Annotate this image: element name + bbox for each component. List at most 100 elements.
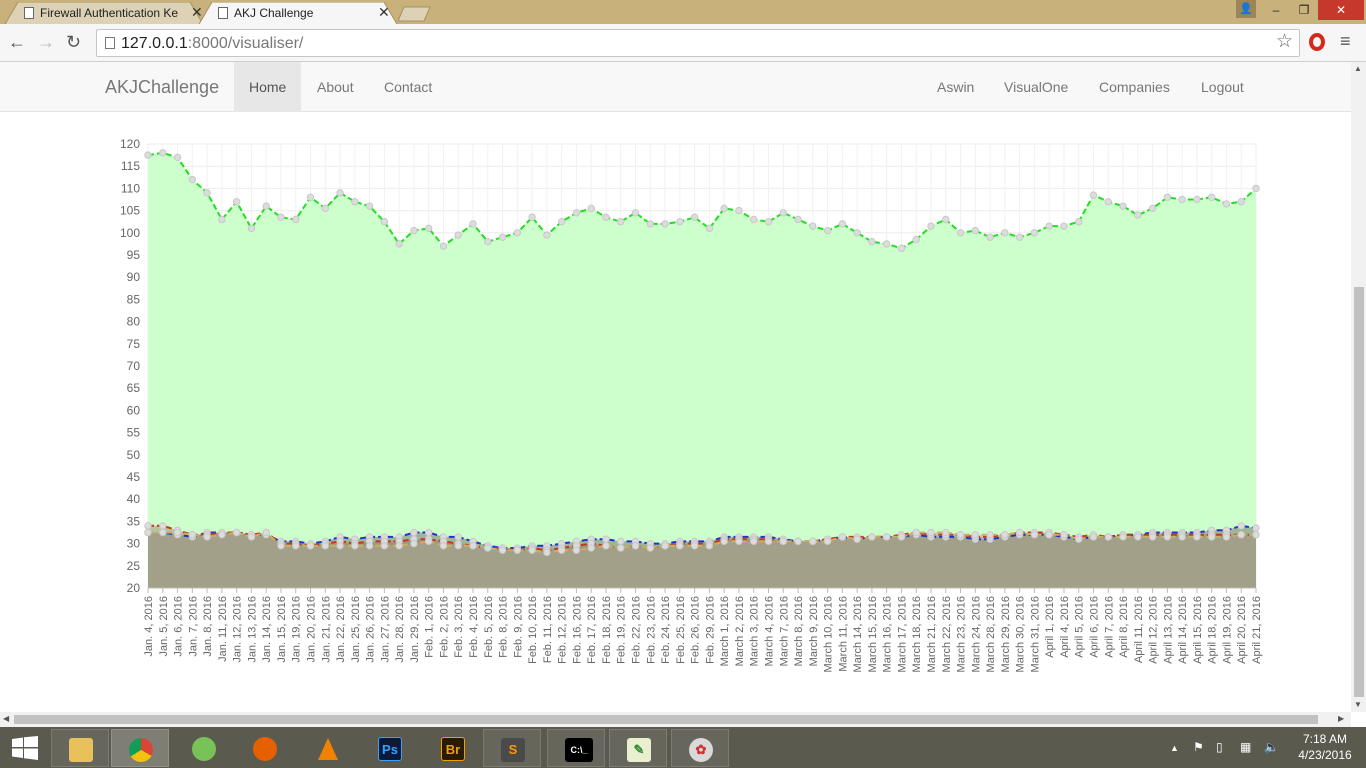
nav-aswin[interactable]: Aswin [937,79,975,95]
bookmark-star-icon[interactable]: ☆ [1276,31,1294,52]
nav-visualone[interactable]: VisualOne [1004,79,1069,95]
data-point [203,189,211,197]
nav-logout[interactable]: Logout [1201,79,1244,95]
vertical-scrollbar[interactable]: ▲ ▼ [1351,62,1366,712]
vertical-scroll-thumb[interactable] [1354,287,1364,697]
data-point [380,218,389,226]
y-tick-label: 55 [127,426,141,440]
data-point [882,533,891,541]
minimize-button[interactable]: – [1272,3,1280,17]
nav-about[interactable]: About [317,79,354,95]
x-tick-label: April 18, 2016 [1207,596,1219,664]
data-point [159,528,167,537]
data-point [868,533,876,541]
x-tick-label: Feb. 25, 2016 [675,596,687,664]
data-point [424,528,433,537]
x-tick-label: March 17, 2016 [896,596,908,672]
close-icon[interactable]: ✕ [191,4,203,20]
user-icon[interactable]: 👤 [1236,0,1256,18]
data-point [617,537,625,546]
x-tick-label: March 8, 2016 [793,596,805,666]
data-point [262,528,270,537]
back-icon[interactable]: ← [8,32,26,52]
menu-icon[interactable]: ≡ [1340,31,1351,51]
notepad-plus-plus-icon: ✎ [627,738,651,762]
data-point [882,240,891,248]
data-point [750,215,758,224]
address-bar[interactable]: 127.0.0.1:8000/visualiser/ [96,29,1300,57]
data-point [424,224,433,233]
data-point [395,542,403,550]
scroll-down-icon[interactable]: ▼ [1354,700,1362,709]
y-tick-label: 75 [127,337,141,351]
x-tick-label: Feb. 24, 2016 [660,596,672,664]
data-point [439,542,448,550]
taskbar-android-studio[interactable] [175,729,233,767]
show-hidden-icons-icon[interactable]: ▲ [1170,743,1179,753]
y-tick-label: 115 [121,159,140,173]
taskbar-photoshop[interactable]: Ps [361,729,419,767]
data-point [735,206,743,215]
taskbar-cmd[interactable]: C:\_ [547,729,605,767]
windows-start-icon[interactable] [12,736,38,760]
data-point [705,224,714,233]
device-icon[interactable]: ▯ [1216,740,1223,754]
data-point [912,235,920,244]
x-tick-label: March 11, 2016 [837,596,849,672]
brand-logo[interactable]: AKJChallenge [105,77,220,97]
tab-firewall[interactable]: Firewall Authentication Ke [4,2,204,26]
nav-contact[interactable]: Contact [384,79,433,95]
command-prompt-icon: C:\_ [565,738,593,762]
data-point [971,531,980,539]
taskbar-clock[interactable]: 7:18 AM 4/23/2016 [1290,731,1360,763]
x-tick-label: April 5, 2016 [1074,596,1086,658]
volume-icon[interactable]: 🔈 [1264,740,1279,754]
taskbar-explorer[interactable] [51,729,109,767]
taskbar-notepadpp[interactable]: ✎ [609,729,667,767]
taskbar-sublime[interactable]: S [483,729,541,767]
data-point [188,531,197,539]
data-point [469,542,477,550]
taskbar-chrome[interactable] [111,729,169,767]
tab-akj-challenge[interactable]: AKJ Challenge [198,2,398,26]
network-icon[interactable]: ▦ [1240,740,1252,754]
x-tick-label: Jan. 26, 2016 [365,596,377,663]
data-point [1252,531,1260,539]
x-tick-label: April 7, 2016 [1103,596,1115,658]
data-point [498,546,507,554]
x-tick-label: March 23, 2016 [956,596,968,672]
data-point [144,151,152,159]
taskbar-firefox[interactable] [236,729,294,767]
data-point [1075,535,1083,543]
taskbar-paint[interactable]: ✿ [671,729,729,767]
horizontal-scroll-thumb[interactable] [14,715,1318,724]
x-tick-label: Feb. 9, 2016 [512,596,524,658]
data-point [912,528,920,537]
data-point [277,213,285,221]
taskbar-vlc[interactable] [299,729,357,767]
new-tab-button[interactable] [396,6,432,22]
reload-icon[interactable]: ↻ [66,32,82,52]
data-point [764,218,773,226]
close-window-button[interactable]: ✕ [1318,0,1364,20]
scroll-right-icon[interactable]: ▶ [1338,714,1345,723]
close-icon[interactable]: ✕ [378,4,390,20]
data-point [572,546,581,554]
x-tick-label: Feb. 12, 2016 [557,596,569,664]
opera-icon[interactable] [1309,33,1325,51]
forward-icon[interactable]: → [37,32,55,52]
nav-companies[interactable]: Companies [1099,79,1170,95]
taskbar-bridge[interactable]: Br [424,729,482,767]
flag-icon[interactable]: ⚑ [1193,740,1204,754]
restore-button[interactable]: ❐ [1298,3,1310,17]
scroll-left-icon[interactable]: ◀ [3,714,10,723]
data-point [218,531,226,539]
horizontal-scrollbar[interactable]: ◀ ▶ [0,712,1351,727]
data-point [203,533,211,541]
data-point [159,149,167,157]
scroll-up-icon[interactable]: ▲ [1354,64,1362,73]
nav-home[interactable]: Home [234,62,301,112]
y-tick-label: 25 [127,559,141,573]
data-point [513,229,522,237]
x-tick-label: March 29, 2016 [1000,596,1012,672]
